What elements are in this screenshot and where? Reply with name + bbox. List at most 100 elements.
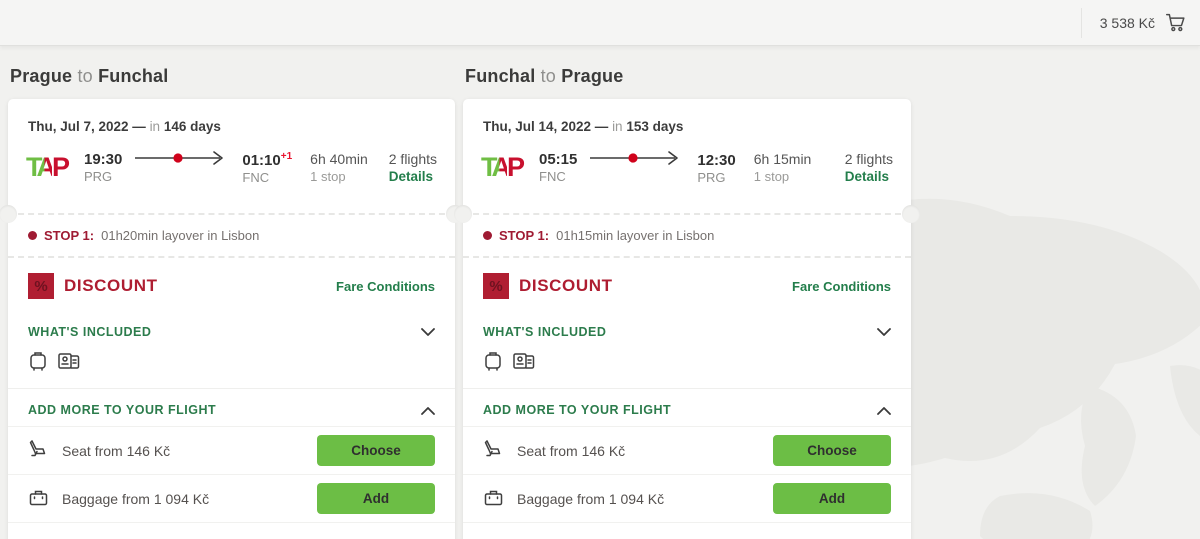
choose-seat-button[interactable]: Choose bbox=[773, 435, 891, 466]
top-bar: 3 538 Kč bbox=[0, 0, 1200, 46]
arrival-code: FNC bbox=[242, 169, 270, 185]
results-area: Prague to Funchal Thu, Jul 7, 2022 — in … bbox=[0, 46, 1200, 539]
seat-addon-row: Seat from 146 Kč Choose bbox=[463, 426, 911, 474]
fare-row: % DISCOUNT Fare Conditions bbox=[8, 258, 455, 312]
ticket-perforation bbox=[454, 205, 920, 223]
whats-included-header[interactable]: WHAT'S INCLUDED bbox=[8, 312, 455, 348]
add-more-header[interactable]: ADD MORE TO YOUR FLIGHT bbox=[463, 388, 911, 426]
arrival-info: 01:10+1 FNC bbox=[242, 151, 292, 185]
route-to: Funchal bbox=[98, 66, 169, 86]
tap-airline-logo: TAP bbox=[481, 152, 525, 182]
travel-documents-icon bbox=[512, 350, 536, 372]
duration-info: 6h 40min 1 stop bbox=[310, 151, 376, 184]
arrival-time: 01:10+1 bbox=[242, 150, 293, 169]
arrival-info: 12:30 PRG bbox=[697, 151, 735, 185]
chevron-up-icon[interactable] bbox=[421, 406, 435, 415]
route-to: Prague bbox=[561, 66, 624, 86]
stop-dot-icon bbox=[28, 231, 37, 240]
date-days: 146 days bbox=[163, 119, 221, 134]
included-icons-row bbox=[8, 348, 455, 388]
flights-info: 2 flights Details bbox=[845, 151, 893, 184]
chevron-down-icon[interactable] bbox=[877, 327, 891, 337]
flight-date: Thu, Jul 7, 2022 — in 146 days bbox=[8, 99, 455, 138]
arrival-code: PRG bbox=[697, 169, 726, 185]
departure-info: 05:15 FNC bbox=[539, 151, 577, 184]
flight-card-return: Thu, Jul 14, 2022 — in 153 days TAP 05:1… bbox=[454, 99, 920, 539]
stopover-row: STOP 1: 01h20min layover in Lisbon bbox=[8, 215, 455, 256]
route-title-outbound: Prague to Funchal bbox=[8, 66, 455, 87]
seat-addon-label: Seat from 146 Kč bbox=[517, 442, 626, 459]
whats-included-header[interactable]: WHAT'S INCLUDED bbox=[463, 312, 911, 348]
route-from: Funchal bbox=[465, 66, 536, 86]
duration: 6h 15min bbox=[753, 151, 812, 167]
cabin-bag-icon bbox=[483, 350, 503, 372]
baggage-icon bbox=[28, 487, 49, 511]
stop-text: 01h15min layover in Lisbon bbox=[556, 228, 715, 243]
add-baggage-button[interactable]: Add bbox=[773, 483, 891, 514]
chevron-down-icon[interactable] bbox=[421, 327, 435, 337]
route-title-return: Funchal to Prague bbox=[463, 66, 911, 87]
seat-icon bbox=[483, 439, 504, 463]
fare-conditions-link[interactable]: Fare Conditions bbox=[792, 278, 891, 294]
seat-addon-row: Seat from 146 Kč Choose bbox=[8, 426, 455, 474]
baggage-addon-row: Baggage from 1 094 Kč Add bbox=[8, 474, 455, 522]
stop-label: STOP 1: bbox=[44, 228, 95, 243]
percent-icon: % bbox=[483, 273, 509, 299]
route-connector: to bbox=[540, 66, 557, 86]
departure-info: 19:30 PRG bbox=[84, 151, 122, 184]
details-link[interactable]: Details bbox=[844, 169, 890, 184]
tap-airline-logo: TAP bbox=[26, 152, 70, 182]
flight-summary-row: TAP 19:30 PRG 01:10+1 FNC bbox=[8, 138, 455, 213]
return-column: Funchal to Prague Thu, Jul 14, 2022 — in… bbox=[454, 66, 920, 539]
chevron-up-icon[interactable] bbox=[877, 406, 891, 415]
date-days: 153 days bbox=[626, 119, 684, 134]
see-more-link[interactable]: See more (2) bbox=[8, 522, 455, 539]
choose-seat-button[interactable]: Choose bbox=[317, 435, 435, 466]
departure-time: 19:30 bbox=[84, 151, 123, 168]
arrival-time: 12:30 bbox=[697, 151, 736, 169]
departure-code: PRG bbox=[84, 169, 113, 184]
stop-dot-icon bbox=[483, 231, 492, 240]
departure-time: 05:15 bbox=[539, 151, 578, 168]
fare-name: DISCOUNT bbox=[519, 276, 613, 295]
seat-addon-label: Seat from 146 Kč bbox=[62, 442, 171, 459]
whats-included-title: WHAT'S INCLUDED bbox=[28, 325, 152, 339]
fare-conditions-link[interactable]: Fare Conditions bbox=[336, 278, 435, 294]
route-arrow-icon bbox=[587, 150, 687, 185]
outbound-column: Prague to Funchal Thu, Jul 7, 2022 — in … bbox=[0, 66, 464, 539]
dashed-divider bbox=[8, 256, 455, 258]
add-baggage-button[interactable]: Add bbox=[317, 483, 435, 514]
cart-total: 3 538 Kč bbox=[1099, 14, 1155, 31]
baggage-addon-label: Baggage from 1 094 Kč bbox=[517, 490, 665, 507]
details-link[interactable]: Details bbox=[388, 169, 434, 184]
flights-count: 2 flights bbox=[844, 151, 893, 167]
date-text: Thu, Jul 14, 2022 — bbox=[483, 119, 609, 134]
date-in-word: in bbox=[612, 119, 623, 134]
stop-label: STOP 1: bbox=[499, 228, 550, 243]
next-day-indicator: +1 bbox=[280, 150, 293, 162]
seat-icon bbox=[28, 439, 49, 463]
fare-row: % DISCOUNT Fare Conditions bbox=[463, 258, 911, 312]
cabin-bag-icon bbox=[28, 350, 48, 372]
duration: 6h 40min bbox=[310, 151, 368, 167]
stopover-row: STOP 1: 01h15min layover in Lisbon bbox=[463, 215, 911, 256]
stops-count: 1 stop bbox=[310, 169, 346, 184]
date-text: Thu, Jul 7, 2022 — bbox=[28, 119, 146, 134]
flight-summary-row: TAP 05:15 FNC 12:30 PRG bbox=[463, 138, 911, 213]
whats-included-title: WHAT'S INCLUDED bbox=[483, 325, 607, 339]
dashed-divider bbox=[463, 256, 911, 258]
travel-documents-icon bbox=[57, 350, 81, 372]
flight-date: Thu, Jul 14, 2022 — in 153 days bbox=[463, 99, 911, 138]
add-more-title: ADD MORE TO YOUR FLIGHT bbox=[28, 403, 217, 417]
flights-count: 2 flights bbox=[388, 151, 437, 167]
ticket-perforation bbox=[0, 205, 464, 223]
duration-info: 6h 15min 1 stop bbox=[754, 151, 820, 184]
baggage-icon bbox=[483, 487, 504, 511]
see-more-link[interactable]: See more (2) bbox=[463, 522, 911, 539]
add-more-title: ADD MORE TO YOUR FLIGHT bbox=[483, 403, 672, 417]
included-icons-row bbox=[463, 348, 911, 388]
cart-icon[interactable] bbox=[1165, 12, 1186, 33]
add-more-header[interactable]: ADD MORE TO YOUR FLIGHT bbox=[8, 388, 455, 426]
departure-code: FNC bbox=[539, 169, 566, 184]
stop-text: 01h20min layover in Lisbon bbox=[101, 228, 260, 243]
